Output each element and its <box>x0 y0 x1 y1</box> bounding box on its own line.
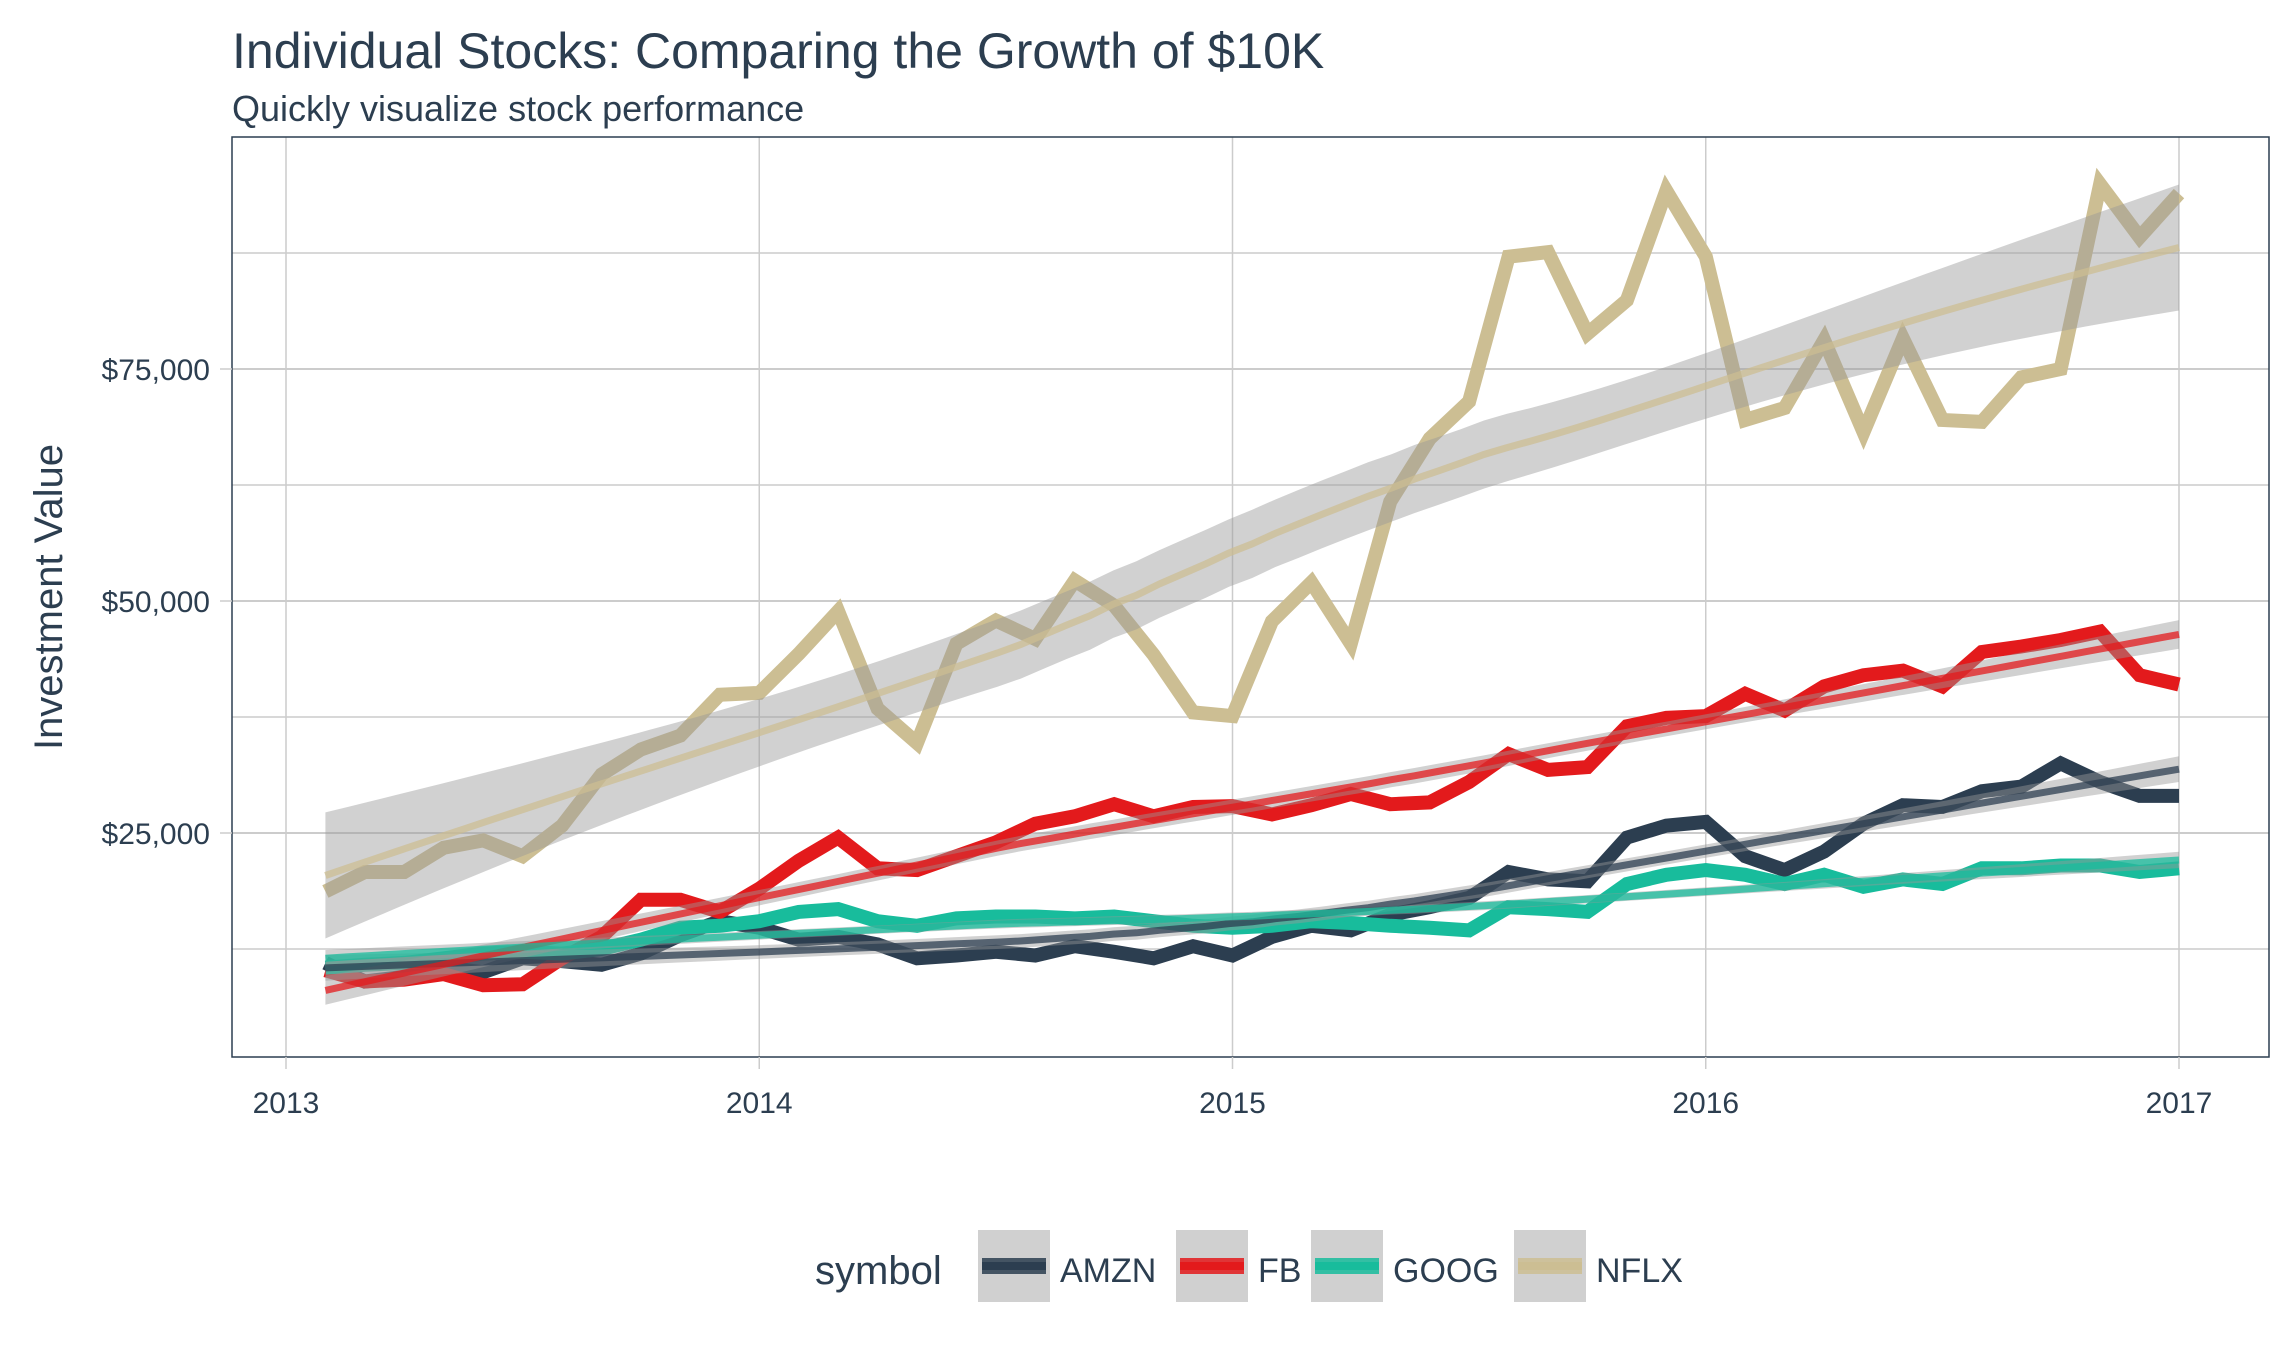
smooth-line-fb <box>324 630 2180 994</box>
chart-title: Individual Stocks: Comparing the Growth … <box>232 23 1325 79</box>
legend-label: AMZN <box>1060 1252 1156 1290</box>
y-tick-label: $75,000 <box>102 354 210 387</box>
legend-key-line <box>1518 1262 1582 1270</box>
x-tick-label: 2016 <box>1672 1087 1739 1120</box>
series-line-fb <box>323 623 2181 993</box>
legend: symbol AMZN FB GOOG NFLX <box>815 1230 1683 1302</box>
chart-subtitle: Quickly visualize stock performance <box>232 88 805 129</box>
confidence-band-goog <box>325 851 2179 967</box>
legend-key-line <box>1180 1262 1244 1270</box>
legend-label: GOOG <box>1393 1252 1499 1290</box>
legend-title: symbol <box>815 1249 942 1293</box>
series-line-nflx <box>322 167 2185 898</box>
grid-lines <box>232 137 2269 1057</box>
legend-item-nflx[interactable]: NFLX <box>1514 1230 1683 1302</box>
confidence-band-fb <box>325 620 2179 1005</box>
legend-item-amzn[interactable]: AMZN <box>978 1230 1156 1302</box>
smooth-line-nflx <box>324 244 2180 879</box>
smooth-line-amzn <box>325 765 2180 972</box>
y-tick-label: $50,000 <box>102 586 210 619</box>
legend-item-goog[interactable]: GOOG <box>1311 1230 1499 1302</box>
y-tick-label: $25,000 <box>102 818 210 851</box>
x-axis: 2013 2014 2015 2016 2017 <box>253 1057 2213 1120</box>
x-tick-label: 2013 <box>253 1087 320 1120</box>
smooth-line-goog <box>325 856 2180 962</box>
confidence-band-nflx <box>325 184 2179 939</box>
x-tick-label: 2017 <box>2146 1087 2213 1120</box>
legend-key-line <box>1315 1262 1379 1270</box>
panel-border <box>231 136 2270 1058</box>
legend-label: FB <box>1258 1252 1301 1290</box>
y-axis-title: Investment Value <box>27 444 71 750</box>
legend-key-line <box>982 1262 1046 1270</box>
x-tick-label: 2015 <box>1199 1087 1266 1120</box>
y-axis: $25,000 $50,000 $75,000 <box>102 354 232 851</box>
smooth-lines <box>324 244 2180 994</box>
legend-label: NFLX <box>1596 1252 1683 1290</box>
legend-item-fb[interactable]: FB <box>1176 1230 1301 1302</box>
x-tick-label: 2014 <box>726 1087 793 1120</box>
